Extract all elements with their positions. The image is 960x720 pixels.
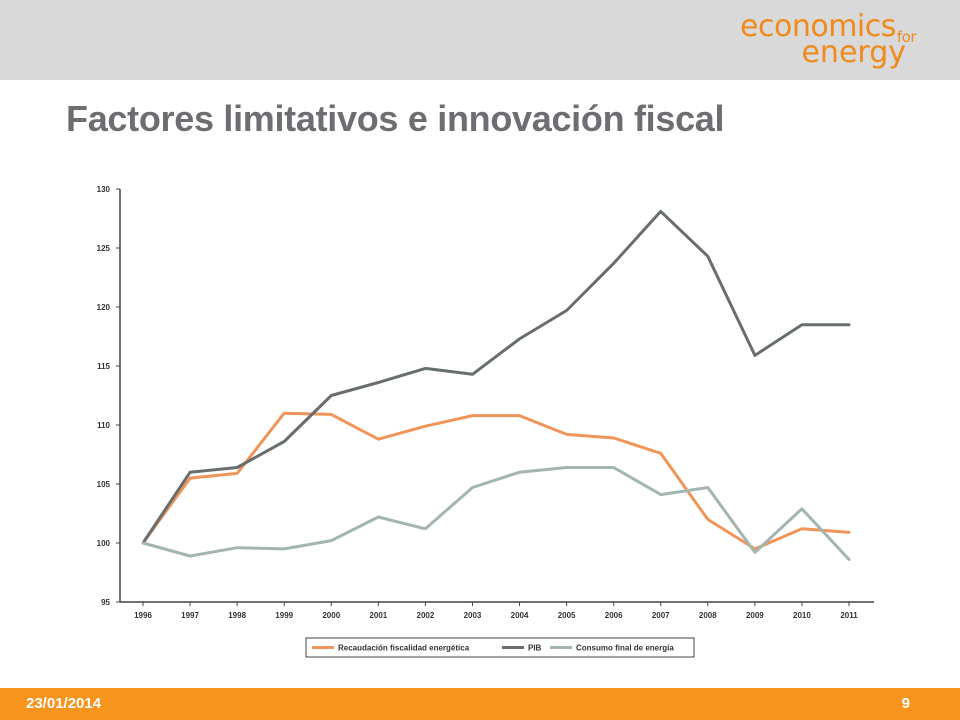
legend-label-recaudacion: Recaudación fiscalidad energética <box>338 644 470 653</box>
footer-date: 23/01/2014 <box>26 695 102 712</box>
x-tick-label: 2006 <box>605 611 623 620</box>
x-tick-label: 1996 <box>134 611 152 620</box>
logo-word-for: for <box>896 28 917 46</box>
x-tick-label: 2007 <box>652 611 670 620</box>
chart-legend: Recaudación fiscalidad energética PIB Cons… <box>305 637 695 658</box>
y-tick-label: 105 <box>97 480 111 489</box>
x-tick-label: 2010 <box>793 611 811 620</box>
x-tick-label: 2011 <box>840 611 858 620</box>
x-tick-label: 2003 <box>464 611 482 620</box>
y-tick-label: 115 <box>97 362 110 371</box>
x-tick-label: 2004 <box>511 611 529 620</box>
slide-title: Factores limitativos e innovación fiscal <box>66 98 725 139</box>
x-tick-label: 2005 <box>558 611 576 620</box>
economics-for-energy-logo: economicsfor energy <box>740 12 916 68</box>
series-line-pib <box>141 209 851 545</box>
line-chart: 95 100 105 110 115 120 125 130 1996 1997 1998 1999 2… <box>97 185 874 658</box>
header-bar: economicsfor energy <box>0 0 960 80</box>
page-number: 9 <box>901 695 910 712</box>
x-tick-label: 2000 <box>322 611 340 620</box>
logo-word-energy: energy <box>801 35 906 70</box>
x-tick-label: 2002 <box>417 611 435 620</box>
x-tick-label: 2008 <box>699 611 717 620</box>
logo-word-economics: economics <box>740 9 896 44</box>
series-line-recaudacion <box>141 411 851 551</box>
y-tick-label: 100 <box>97 539 111 548</box>
y-tick-label: 95 <box>101 598 110 607</box>
x-tick-label: 1998 <box>228 611 246 620</box>
x-tick-label: 2009 <box>746 611 764 620</box>
x-tick-label: 2001 <box>369 611 387 620</box>
x-tick-label: 1997 <box>181 611 199 620</box>
y-tick-label: 130 <box>97 185 111 194</box>
y-tick-label: 120 <box>97 303 111 312</box>
chart-axes: 95 100 105 110 115 120 125 130 1996 1997 1998 1999 2… <box>97 185 874 620</box>
y-tick-label: 110 <box>97 421 110 430</box>
series-line-consumo <box>141 466 851 561</box>
chart-series <box>141 209 851 561</box>
legend-label-pib: PIB <box>528 644 542 653</box>
y-tick-label: 125 <box>97 244 111 253</box>
x-tick-label: 1999 <box>275 611 293 620</box>
footer-bar: 23/01/2014 9 <box>0 688 960 720</box>
legend-box <box>305 637 695 658</box>
legend-label-consumo: Consumo final de energía <box>576 644 674 653</box>
